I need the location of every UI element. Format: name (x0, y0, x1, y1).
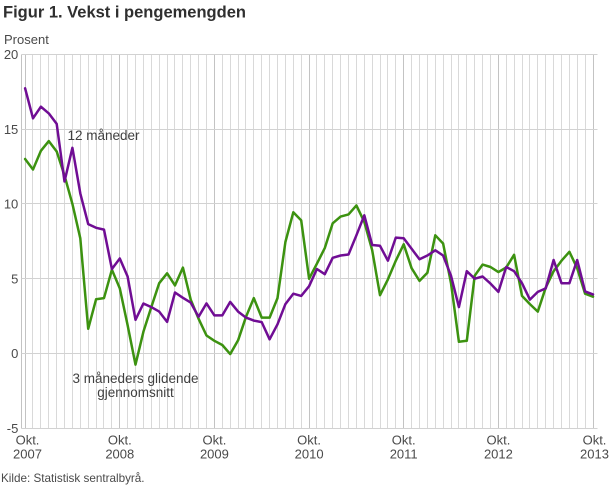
svg-text:Figur 1. Vekst i pengemengden: Figur 1. Vekst i pengemengden (3, 4, 246, 22)
svg-text:0: 0 (11, 346, 18, 361)
svg-text:2013: 2013 (580, 446, 609, 461)
svg-text:Okt.: Okt. (486, 432, 510, 447)
svg-text:Okt.: Okt. (583, 432, 607, 447)
svg-text:Okt.: Okt. (108, 432, 132, 447)
svg-text:Okt.: Okt. (16, 432, 40, 447)
svg-text:2012: 2012 (484, 446, 513, 461)
svg-text:2011: 2011 (390, 446, 418, 461)
svg-text:5: 5 (11, 271, 18, 286)
svg-text:Okt.: Okt. (297, 432, 321, 447)
svg-text:3 måneders glidende: 3 måneders glidende (72, 371, 198, 386)
svg-text:Kilde: Statistisk sentralbyrå.: Kilde: Statistisk sentralbyrå. (1, 472, 145, 485)
svg-text:Okt.: Okt. (392, 432, 416, 447)
svg-text:10: 10 (4, 197, 18, 212)
svg-text:Okt.: Okt. (202, 432, 226, 447)
svg-text:2007: 2007 (13, 446, 42, 461)
svg-text:gjennomsnitt: gjennomsnitt (97, 385, 174, 400)
svg-text:12 måneder: 12 måneder (68, 128, 141, 143)
svg-text:15: 15 (4, 122, 18, 137)
svg-text:-5: -5 (7, 421, 19, 436)
svg-text:2009: 2009 (200, 446, 229, 461)
svg-text:20: 20 (4, 47, 18, 62)
svg-text:2008: 2008 (105, 446, 134, 461)
svg-text:2010: 2010 (295, 446, 324, 461)
svg-text:Prosent: Prosent (4, 32, 49, 47)
